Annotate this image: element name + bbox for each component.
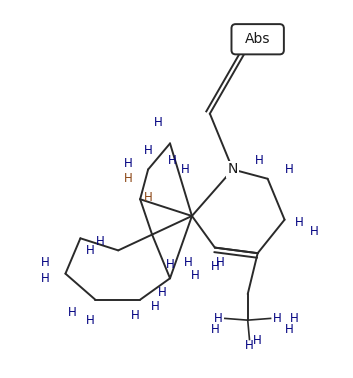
Text: H: H bbox=[166, 258, 174, 271]
Text: H: H bbox=[214, 312, 222, 325]
Text: H: H bbox=[86, 244, 95, 257]
Text: H: H bbox=[181, 163, 189, 176]
Text: H: H bbox=[295, 216, 304, 229]
Text: H: H bbox=[184, 256, 192, 269]
Text: H: H bbox=[68, 306, 77, 319]
Text: N: N bbox=[228, 163, 238, 177]
Text: H: H bbox=[158, 286, 166, 299]
Text: H: H bbox=[210, 260, 219, 273]
Text: H: H bbox=[86, 314, 95, 327]
Text: H: H bbox=[41, 272, 50, 285]
Text: H: H bbox=[253, 334, 262, 347]
Text: H: H bbox=[154, 116, 162, 129]
Text: H: H bbox=[96, 235, 105, 248]
Text: H: H bbox=[124, 157, 133, 170]
Text: H: H bbox=[285, 163, 294, 176]
Text: H: H bbox=[144, 191, 152, 204]
Text: H: H bbox=[131, 309, 139, 322]
Text: H: H bbox=[144, 144, 152, 157]
Text: Abs: Abs bbox=[245, 32, 270, 46]
Text: H: H bbox=[255, 154, 264, 167]
Text: H: H bbox=[215, 256, 224, 269]
Text: H: H bbox=[151, 300, 160, 313]
Text: H: H bbox=[245, 339, 254, 352]
Text: H: H bbox=[168, 154, 176, 167]
Text: H: H bbox=[285, 323, 294, 336]
Text: H: H bbox=[273, 312, 282, 325]
Text: H: H bbox=[310, 225, 319, 238]
Text: H: H bbox=[41, 256, 50, 269]
Text: H: H bbox=[210, 323, 219, 336]
Text: H: H bbox=[290, 312, 299, 325]
Text: H: H bbox=[191, 269, 199, 282]
Text: H: H bbox=[124, 172, 133, 185]
FancyBboxPatch shape bbox=[232, 24, 284, 54]
